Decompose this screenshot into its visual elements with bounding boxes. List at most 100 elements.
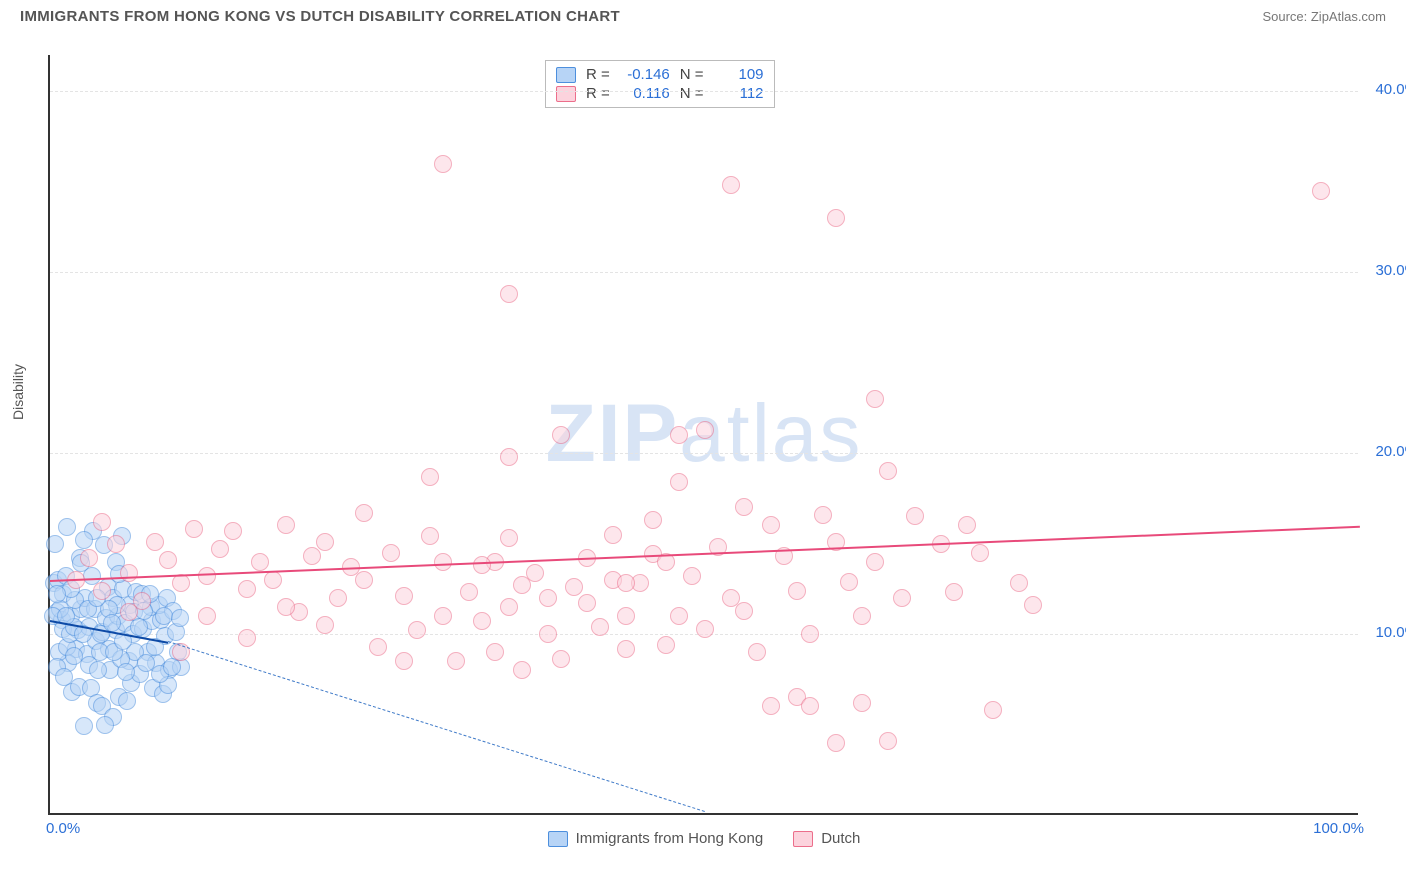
data-point	[264, 571, 282, 589]
data-point	[382, 544, 400, 562]
ytick-label: 40.0%	[1375, 81, 1406, 98]
data-point	[788, 582, 806, 600]
n-value-dutch: 112	[714, 85, 764, 102]
data-point	[591, 618, 609, 636]
legend-item-hk: Immigrants from Hong Kong	[548, 830, 764, 847]
swatch-dutch	[793, 831, 813, 847]
data-point	[762, 516, 780, 534]
data-point	[748, 643, 766, 661]
data-point	[670, 426, 688, 444]
data-point	[552, 426, 570, 444]
data-point	[578, 594, 596, 612]
data-point	[65, 647, 83, 665]
swatch-hk	[548, 831, 568, 847]
stats-row-dutch: R = 0.116 N = 112	[556, 84, 764, 103]
xtick-label-right: 100.0%	[1313, 820, 1364, 837]
n-value-hk: 109	[714, 66, 764, 83]
data-point	[840, 573, 858, 591]
data-point	[617, 640, 635, 658]
legend-label-hk: Immigrants from Hong Kong	[576, 830, 764, 847]
data-point	[473, 556, 491, 574]
data-point	[369, 638, 387, 656]
data-point	[421, 468, 439, 486]
data-point	[853, 694, 871, 712]
data-point	[670, 607, 688, 625]
title-row: IMMIGRANTS FROM HONG KONG VS DUTCH DISAB…	[0, 0, 1406, 29]
data-point	[762, 697, 780, 715]
data-point	[670, 473, 688, 491]
data-point	[735, 498, 753, 516]
data-point	[683, 567, 701, 585]
data-point	[48, 585, 66, 603]
data-point	[696, 421, 714, 439]
plot-area: ZIPatlas R = -0.146 N = 109 R = 0.116 N …	[48, 55, 1358, 815]
data-point	[893, 589, 911, 607]
data-point	[251, 553, 269, 571]
r-label: R =	[586, 85, 610, 102]
data-point	[617, 607, 635, 625]
n-label: N =	[680, 66, 704, 83]
data-point	[539, 625, 557, 643]
data-point	[460, 583, 478, 601]
data-point	[447, 652, 465, 670]
r-label: R =	[586, 66, 610, 83]
data-point	[500, 598, 518, 616]
data-point	[879, 462, 897, 480]
swatch-dutch	[556, 86, 576, 102]
data-point	[814, 506, 832, 524]
data-point	[513, 661, 531, 679]
bottom-legend: Immigrants from Hong Kong Dutch	[50, 830, 1358, 847]
data-point	[526, 564, 544, 582]
gridline	[50, 91, 1358, 92]
source-name: ZipAtlas.com	[1311, 9, 1386, 24]
data-point	[722, 176, 740, 194]
data-point	[486, 643, 504, 661]
data-point	[434, 155, 452, 173]
data-point	[277, 516, 295, 534]
data-point	[238, 629, 256, 647]
swatch-hk	[556, 67, 576, 83]
data-point	[355, 504, 373, 522]
data-point	[120, 603, 138, 621]
data-point	[80, 549, 98, 567]
data-point	[735, 602, 753, 620]
data-point	[866, 553, 884, 571]
data-point	[552, 650, 570, 668]
data-point	[434, 553, 452, 571]
data-point	[971, 544, 989, 562]
data-point	[89, 661, 107, 679]
data-point	[277, 598, 295, 616]
data-point	[303, 547, 321, 565]
data-point	[171, 609, 189, 627]
r-value-hk: -0.146	[620, 66, 670, 83]
data-point	[958, 516, 976, 534]
data-point	[75, 531, 93, 549]
data-point	[644, 511, 662, 529]
stats-legend: R = -0.146 N = 109 R = 0.116 N = 112	[545, 60, 775, 108]
data-point	[500, 285, 518, 303]
data-point	[408, 621, 426, 639]
trend-line	[50, 525, 1360, 581]
ytick-label: 20.0%	[1375, 443, 1406, 460]
chart-container: IMMIGRANTS FROM HONG KONG VS DUTCH DISAB…	[0, 0, 1406, 892]
data-point	[198, 567, 216, 585]
data-point	[224, 522, 242, 540]
data-point	[130, 618, 148, 636]
data-point	[696, 620, 714, 638]
data-point	[159, 551, 177, 569]
legend-label-dutch: Dutch	[821, 830, 860, 847]
data-point	[565, 578, 583, 596]
ytick-label: 30.0%	[1375, 262, 1406, 279]
data-point	[172, 574, 190, 592]
data-point	[1010, 574, 1028, 592]
xtick-label-left: 0.0%	[46, 820, 80, 837]
data-point	[539, 589, 557, 607]
data-point	[55, 668, 73, 686]
gridline	[50, 272, 1358, 273]
data-point	[434, 607, 452, 625]
data-point	[211, 540, 229, 558]
data-point	[238, 580, 256, 598]
data-point	[801, 625, 819, 643]
data-point	[107, 535, 125, 553]
data-point	[827, 209, 845, 227]
